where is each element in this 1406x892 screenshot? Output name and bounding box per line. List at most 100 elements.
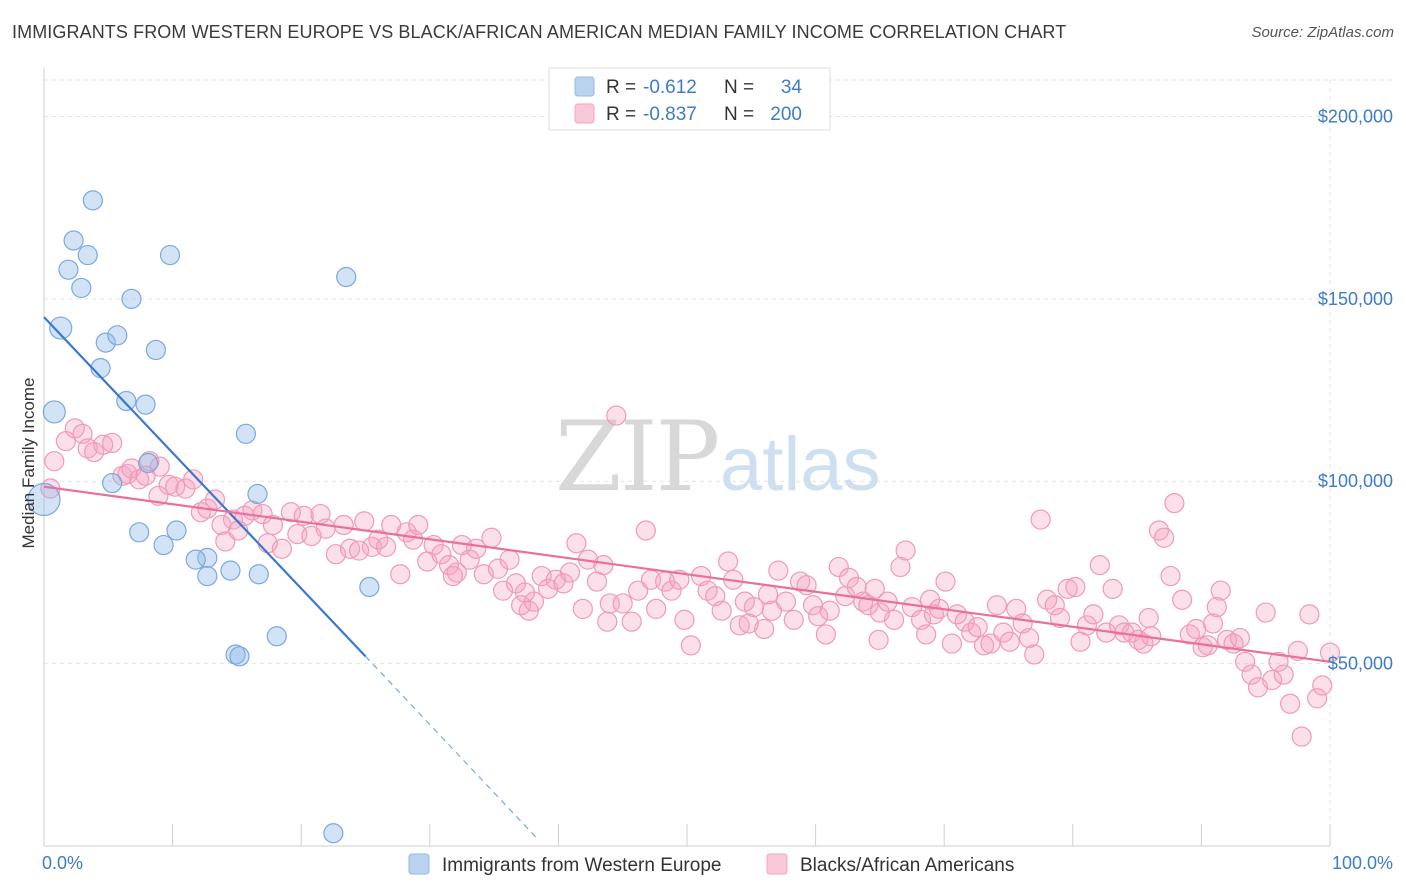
pink-point-82 xyxy=(612,593,633,614)
pink-point-92 xyxy=(680,635,701,656)
pink-point-164 xyxy=(1154,527,1175,548)
blue-series-points xyxy=(27,190,380,844)
pink-point-143 xyxy=(1018,627,1040,649)
pink-point-43 xyxy=(348,540,370,561)
pink-point-135 xyxy=(967,617,988,638)
watermark-atlas: atlas xyxy=(720,422,881,507)
y-tick-label-0: $200,000 xyxy=(1318,106,1393,126)
pink-point-194 xyxy=(919,589,941,610)
pink-point-123 xyxy=(890,556,911,578)
blue-point-27 xyxy=(197,565,218,587)
x-tick-label-end: 100.0% xyxy=(1332,853,1393,873)
pink-point-174 xyxy=(1217,629,1238,651)
pink-point-145 xyxy=(1030,509,1051,530)
pink-point-56 xyxy=(438,555,460,576)
pink-point-198 xyxy=(597,611,618,632)
pink-point-64 xyxy=(493,580,514,601)
pink-point-144 xyxy=(1024,644,1045,665)
blue-point-18 xyxy=(27,482,61,517)
blue-point-14 xyxy=(135,394,156,415)
pink-point-165 xyxy=(1160,565,1181,587)
legend-bottom-label-pink: Blacks/African Americans xyxy=(800,855,1014,876)
blue-point-23 xyxy=(153,534,174,556)
pink-point-176 xyxy=(1229,627,1251,649)
pink-point-191 xyxy=(738,613,759,634)
pink-point-193 xyxy=(868,629,889,651)
pink-point-20 xyxy=(183,469,204,490)
pink-point-147 xyxy=(1044,595,1065,616)
pink-point-154 xyxy=(1089,555,1110,576)
pink-point-166 xyxy=(1164,493,1185,514)
pink-point-97 xyxy=(718,551,739,572)
pink-point-30 xyxy=(252,503,273,525)
legend-n-value-2: 200 xyxy=(770,104,802,125)
pink-point-188 xyxy=(1307,688,1328,709)
pink-point-1 xyxy=(44,451,65,472)
pink-point-150 xyxy=(1065,576,1086,598)
blue-point-29 xyxy=(359,576,380,598)
pink-point-178 xyxy=(1241,664,1262,685)
pink-point-12 xyxy=(129,469,150,490)
pink-point-74 xyxy=(559,562,581,583)
blue-point-3 xyxy=(159,244,181,266)
correlation-legend: R = -0.612 N = 34 R = -0.837 N = 200 xyxy=(548,67,831,131)
legend-n-label-1: N = xyxy=(724,77,754,98)
pink-point-124 xyxy=(895,540,916,561)
legend-r-label-2: R = xyxy=(606,104,636,125)
pink-point-184 xyxy=(1280,693,1301,714)
axes xyxy=(43,68,1331,847)
pink-point-177 xyxy=(1235,651,1256,672)
blue-point-19 xyxy=(102,472,123,494)
pink-point-90 xyxy=(669,569,690,590)
pink-point-10 xyxy=(117,463,138,485)
x-tick-label-start: 0.0% xyxy=(42,853,83,873)
pink-point-103 xyxy=(761,600,782,621)
pink-point-104 xyxy=(768,560,789,581)
pink-point-149 xyxy=(1057,578,1078,599)
pink-point-122 xyxy=(883,609,905,630)
pink-point-83 xyxy=(621,611,642,632)
legend-bottom-swatch-blue xyxy=(408,853,430,875)
pink-point-119 xyxy=(864,578,885,599)
pink-point-89 xyxy=(661,580,682,601)
blue-point-15 xyxy=(42,400,66,424)
pink-point-156 xyxy=(1102,578,1123,599)
blue-point-33 xyxy=(323,823,344,844)
legend-box xyxy=(548,67,831,131)
pink-point-182 xyxy=(1268,651,1289,672)
blue-point-6 xyxy=(336,266,357,288)
pink-point-107 xyxy=(790,571,811,592)
legend-bottom-label-blue: Immigrants from Western Europe xyxy=(442,855,721,876)
pink-point-112 xyxy=(819,600,840,621)
blue-point-28 xyxy=(248,564,269,585)
blue-point-21 xyxy=(129,522,150,543)
pink-point-91 xyxy=(674,609,695,630)
pink-point-196 xyxy=(1206,596,1227,618)
pink-point-75 xyxy=(566,533,587,554)
pink-point-190 xyxy=(1319,642,1341,663)
pink-point-79 xyxy=(593,555,614,576)
pink-point-168 xyxy=(1179,624,1200,645)
pink-point-113 xyxy=(828,556,849,578)
pink-point-8 xyxy=(93,434,114,455)
chart-title: IMMIGRANTS FROM WESTERN EUROPE VS BLACK/… xyxy=(12,22,1067,42)
pink-point-55 xyxy=(431,544,452,565)
blue-point-2 xyxy=(77,244,98,266)
pink-point-105 xyxy=(775,591,797,612)
pink-point-173 xyxy=(1210,580,1231,601)
pink-point-87 xyxy=(646,598,667,620)
pink-point-185 xyxy=(1287,640,1308,661)
y-tick-label-2: $100,000 xyxy=(1318,471,1393,491)
pink-point-127 xyxy=(916,624,937,645)
pink-point-167 xyxy=(1172,589,1193,610)
pink-point-131 xyxy=(941,633,963,654)
legend-r-value-2: -0.837 xyxy=(643,104,697,125)
pink-point-84 xyxy=(628,580,649,601)
watermark-zip: ZIP xyxy=(555,401,718,513)
pink-point-18 xyxy=(165,476,186,497)
blue-point-12 xyxy=(90,358,111,379)
pink-point-57 xyxy=(446,562,467,583)
pink-point-102 xyxy=(754,618,775,640)
y-tick-labels: $200,000 $150,000 $100,000 $50,000 xyxy=(1318,106,1393,673)
